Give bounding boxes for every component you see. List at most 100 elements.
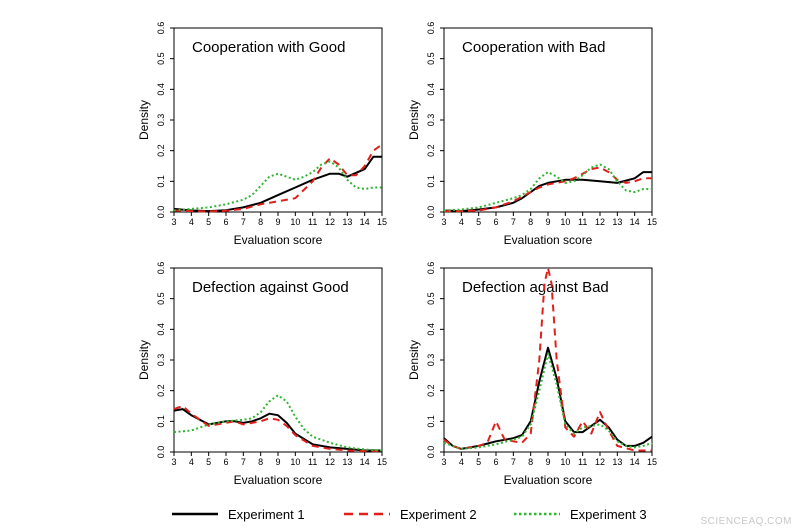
series-line-experiment-3 (173, 160, 382, 212)
x-tick-label: 4 (459, 217, 464, 227)
y-tick-label: 0.6 (156, 262, 166, 275)
x-tick-label: 6 (493, 457, 498, 467)
y-tick-label: 0.2 (426, 144, 436, 157)
x-tick-label: 4 (189, 217, 194, 227)
y-tick-label: 0.0 (426, 446, 436, 459)
series-line-experiment-2 (173, 405, 382, 453)
y-tick-label: 0.1 (426, 415, 436, 428)
x-tick-label: 6 (493, 217, 498, 227)
series-line-experiment-3 (443, 163, 652, 212)
y-tick-label: 0.5 (426, 52, 436, 65)
y-tick-label: 0.6 (156, 22, 166, 35)
y-tick-label: 0.5 (156, 292, 166, 305)
panel-4: Defection against Bad 3 4 5 6 7 8 9 10 11 12 13 14 15… (407, 262, 657, 487)
y-tick-label: 0.2 (156, 384, 166, 397)
x-tick-label: 10 (560, 217, 570, 227)
x-tick-label: 7 (511, 217, 516, 227)
y-tick-label: 0.3 (426, 354, 436, 367)
x-tick-label: 12 (325, 217, 335, 227)
series-line-experiment-2 (443, 267, 652, 452)
x-tick-label: 14 (630, 217, 640, 227)
x-tick-label: 13 (612, 457, 622, 467)
y-axis-label: Density (137, 100, 151, 140)
y-tick-label: 0.0 (426, 206, 436, 219)
x-tick-label: 13 (342, 217, 352, 227)
panel-2: Cooperation with Bad 3 4 5 6 7 8 9 10 11 12 13 14 15 0… (407, 22, 657, 247)
y-axis-label: Density (137, 340, 151, 380)
series-line-experiment-2 (444, 166, 652, 213)
y-tick-label: 0.3 (426, 114, 436, 127)
x-tick-label: 11 (578, 217, 587, 227)
x-tick-label: 13 (342, 457, 352, 467)
x-tick-label: 8 (528, 217, 533, 227)
x-tick-label: 12 (325, 457, 335, 467)
x-tick-label: 7 (511, 457, 516, 467)
x-tick-label: 5 (206, 457, 211, 467)
x-tick-label: 3 (441, 457, 446, 467)
x-tick-label: 12 (595, 217, 605, 227)
legend-label-experiment-2: Experiment 2 (400, 507, 477, 522)
x-tick-label: 6 (223, 217, 228, 227)
x-tick-label: 9 (275, 217, 280, 227)
x-tick-label: 7 (241, 457, 246, 467)
panel-3: Defection against Good 3 4 5 6 7 8 9 10 11 12 13 14 1… (137, 262, 387, 487)
x-tick-label: 11 (308, 217, 317, 227)
x-tick-label: 3 (171, 217, 176, 227)
y-axis-label: Density (407, 100, 421, 140)
legend-label-experiment-1: Experiment 1 (228, 507, 305, 522)
x-tick-label: 10 (290, 457, 300, 467)
x-tick-label: 15 (377, 217, 387, 227)
y-tick-label: 0.5 (156, 52, 166, 65)
x-tick-label: 3 (441, 217, 446, 227)
panel-title: Cooperation with Bad (462, 39, 605, 56)
x-tick-label: 11 (308, 457, 317, 467)
x-tick-label: 4 (189, 457, 194, 467)
x-tick-label: 11 (578, 457, 587, 467)
y-tick-label: 0.2 (156, 144, 166, 157)
y-tick-label: 0.5 (426, 292, 436, 305)
y-tick-label: 0.4 (426, 323, 436, 336)
x-tick-label: 9 (275, 457, 280, 467)
x-axis-label: Evaluation score (234, 233, 323, 247)
y-tick-label: 0.1 (426, 175, 436, 188)
x-tick-label: 8 (528, 457, 533, 467)
y-tick-label: 0.1 (156, 175, 166, 188)
panel-title: Defection against Bad (462, 279, 609, 296)
x-tick-label: 8 (258, 217, 263, 227)
watermark: SCIENCEAQ.COM (700, 516, 792, 527)
x-tick-label: 14 (360, 457, 370, 467)
x-tick-label: 15 (377, 457, 387, 467)
x-tick-label: 13 (612, 217, 622, 227)
x-tick-label: 9 (545, 217, 550, 227)
series-line-experiment-2 (173, 143, 383, 213)
series-line-experiment-1 (443, 171, 652, 213)
x-axis-label: Evaluation score (504, 233, 593, 247)
panel-title: Cooperation with Good (192, 39, 345, 56)
x-tick-label: 14 (630, 457, 640, 467)
series-line-experiment-3 (173, 394, 383, 452)
legend-label-experiment-3: Experiment 3 (570, 507, 647, 522)
y-tick-label: 0.2 (426, 384, 436, 397)
x-tick-label: 9 (545, 457, 550, 467)
x-tick-label: 7 (241, 217, 246, 227)
series-line-experiment-3 (443, 352, 653, 450)
x-tick-label: 4 (459, 457, 464, 467)
panel-title: Defection against Good (192, 279, 349, 296)
y-tick-label: 0.0 (156, 446, 166, 459)
x-tick-label: 6 (223, 457, 228, 467)
x-tick-label: 10 (560, 457, 570, 467)
panel-1: Cooperation with Good 3 4 5 6 7 8 9 10 11 12 13 14 15… (137, 22, 387, 247)
series-line-experiment-1 (173, 408, 382, 452)
x-tick-label: 5 (206, 217, 211, 227)
x-tick-label: 14 (360, 217, 370, 227)
x-axis-label: Evaluation score (234, 473, 323, 487)
y-tick-label: 0.6 (426, 262, 436, 275)
legend: Experiment 1 Experiment 2 Experiment 3 (172, 507, 647, 522)
y-tick-label: 0.6 (426, 22, 436, 35)
y-tick-label: 0.3 (156, 354, 166, 367)
x-axis-label: Evaluation score (504, 473, 593, 487)
x-tick-label: 15 (647, 457, 657, 467)
y-tick-label: 0.4 (156, 323, 166, 336)
x-tick-label: 3 (171, 457, 176, 467)
